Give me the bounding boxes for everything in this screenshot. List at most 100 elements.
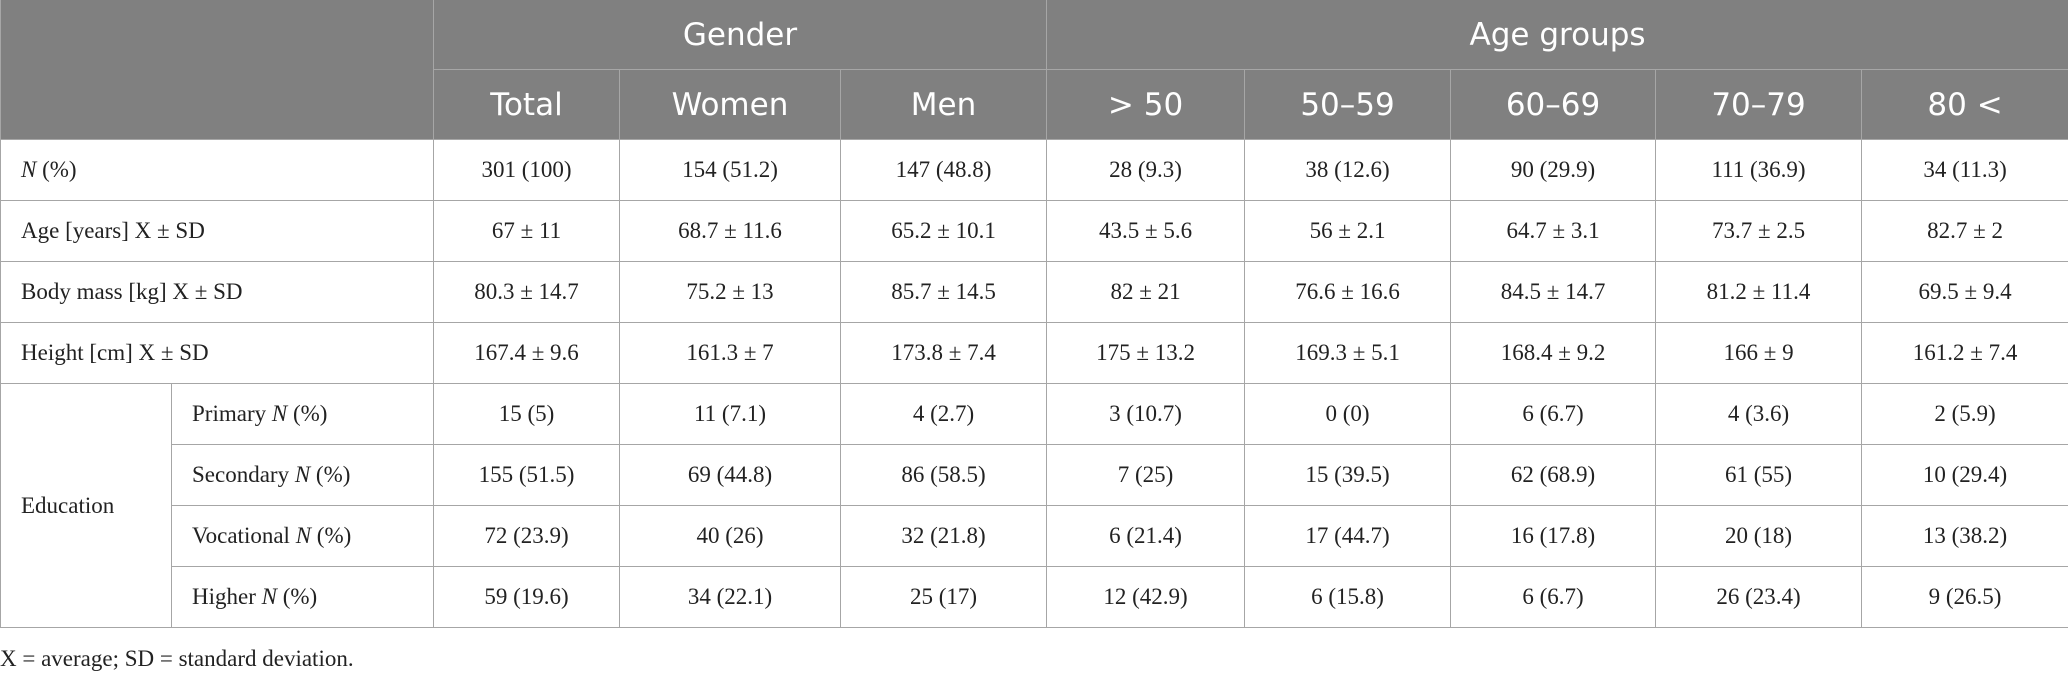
column-header: 70–79 [1655, 69, 1863, 140]
cell: 111 (36.9) [1655, 139, 1863, 201]
label-part: Height [cm] X ± SD [21, 340, 209, 365]
cell: 11 (7.1) [619, 383, 841, 445]
body-row: Vocational N (%) 72 (23.9) 40 (26) 32 (21.8… [1, 505, 2068, 567]
data-table: Gender Age groups Total Women Men > 50 50–59 60… [0, 0, 2068, 628]
label-part: Primary [192, 401, 272, 426]
cell: 34 (11.3) [1861, 139, 2068, 201]
cell: 173.8 ± 7.4 [839, 322, 1048, 384]
table-body: N (%) 301 (100) 154 (51.2) 147 (48.8) 28 (9.… [0, 139, 2068, 628]
cell: 82.7 ± 2 [1861, 200, 2068, 262]
cell: 84.5 ± 14.7 [1450, 261, 1657, 323]
body-row: Height [cm] X ± SD 167.4 ± 9.6 161.3 ± 7 17… [0, 322, 2068, 384]
cell: 38 (12.6) [1244, 139, 1452, 201]
cell: 155 (51.5) [433, 444, 620, 506]
row-label: Secondary N (%) [171, 444, 434, 506]
cell: 6 (6.7) [1450, 566, 1657, 628]
row-label: Primary N (%) [171, 383, 434, 445]
cell: 154 (51.2) [619, 139, 841, 201]
label-part: N [294, 462, 311, 487]
cell: 56 ± 2.1 [1244, 200, 1452, 262]
body-row: Education Primary N (%) 15 (5) 11 (7.1) 4 (2… [0, 383, 2068, 628]
column-header: Total [433, 69, 620, 140]
cell: 167.4 ± 9.6 [433, 322, 620, 384]
body-row: Age [years] X ± SD 67 ± 11 68.7 ± 11.6 65.2… [0, 200, 2068, 262]
cell: 65.2 ± 10.1 [839, 200, 1048, 262]
cell: 13 (38.2) [1861, 505, 2068, 567]
cell: 3 (10.7) [1046, 383, 1246, 445]
cell: 7 (25) [1046, 444, 1246, 506]
label-part: Higher [192, 584, 262, 609]
cell: 67 ± 11 [433, 200, 620, 262]
footnote: X = average; SD = standard deviation. [0, 646, 354, 671]
cell: 301 (100) [433, 139, 620, 201]
cell: 12 (42.9) [1046, 566, 1246, 628]
cell: 15 (39.5) [1244, 444, 1452, 506]
cell: 68.7 ± 11.6 [619, 200, 841, 262]
cell: 80.3 ± 14.7 [433, 261, 620, 323]
table-header: Gender Age groups Total Women Men > 50 50–59 60… [0, 0, 2068, 140]
cell: 76.6 ± 16.6 [1244, 261, 1452, 323]
cell: 75.2 ± 13 [619, 261, 841, 323]
cell: 61 (55) [1655, 444, 1863, 506]
body-row: Body mass [kg] X ± SD 80.3 ± 14.7 75.2 ± 1… [0, 261, 2068, 323]
cell: 26 (23.4) [1655, 566, 1863, 628]
cell: 2 (5.9) [1861, 383, 2068, 445]
label-part: Age [years] X ± SD [21, 218, 205, 243]
cell: 32 (21.8) [839, 505, 1048, 567]
cell: 161.3 ± 7 [619, 322, 841, 384]
cell: 0 (0) [1244, 383, 1452, 445]
label-part: N [261, 584, 277, 609]
column-header: Women [619, 69, 841, 140]
column-header: 60–69 [1450, 69, 1657, 140]
cell: 86 (58.5) [839, 444, 1048, 506]
cell: 17 (44.7) [1244, 505, 1452, 567]
group-label: Education [0, 383, 172, 628]
cell: 90 (29.9) [1450, 139, 1657, 201]
cell: 40 (26) [619, 505, 841, 567]
body-row: N (%) 301 (100) 154 (51.2) 147 (48.8) 28 (9.… [0, 139, 2068, 201]
header-row: Gender Age groups [0, 0, 2068, 140]
cell: 25 (17) [839, 566, 1048, 628]
cell: 168.4 ± 9.2 [1450, 322, 1657, 384]
label-part: (%) [276, 584, 318, 609]
label-part: N [295, 523, 312, 548]
column-header: > 50 [1046, 69, 1246, 140]
cell: 20 (18) [1655, 505, 1863, 567]
group-header: Gender [432, 0, 1048, 70]
group-header: Age groups [1046, 0, 2068, 70]
row-label: Body mass [kg] X ± SD [0, 261, 434, 323]
cell: 69 (44.8) [619, 444, 841, 506]
column-header: Men [839, 69, 1048, 140]
header-row: Total Women Men > 50 50–59 60–69 70–79 80 < [1, 69, 2068, 140]
column-header: 80 < [1861, 69, 2068, 140]
label-part: (%) [287, 401, 328, 426]
label-part: N [21, 157, 37, 182]
body-row: Secondary N (%) 155 (51.5) 69 (44.8) 86 (58… [1, 444, 2068, 506]
cell: 9 (26.5) [1861, 566, 2068, 628]
cell: 6 (6.7) [1450, 383, 1657, 445]
cell: 166 ± 9 [1655, 322, 1863, 384]
corner-cell [0, 0, 434, 140]
label-part: (%) [311, 523, 352, 548]
column-header: 50–59 [1244, 69, 1452, 140]
cell: 4 (2.7) [839, 383, 1048, 445]
cell: 28 (9.3) [1046, 139, 1246, 201]
body-row: Higher N (%) 59 (19.6) 34 (22.1) 25 (17) 12 … [1, 566, 2068, 628]
label-part: Body mass [kg] X ± SD [21, 279, 243, 304]
cell: 147 (48.8) [839, 139, 1048, 201]
cell: 59 (19.6) [433, 566, 620, 628]
label-part: (%) [310, 462, 351, 487]
cell: 64.7 ± 3.1 [1450, 200, 1657, 262]
cell: 161.2 ± 7.4 [1861, 322, 2068, 384]
label-part: Vocational [192, 523, 296, 548]
row-label: Higher N (%) [171, 566, 434, 628]
cell: 85.7 ± 14.5 [839, 261, 1048, 323]
cell: 10 (29.4) [1861, 444, 2068, 506]
row-label: Height [cm] X ± SD [0, 322, 434, 384]
cell: 6 (15.8) [1244, 566, 1452, 628]
cell: 4 (3.6) [1655, 383, 1863, 445]
row-label: N (%) [0, 139, 434, 201]
label-part: (%) [36, 157, 77, 182]
cell: 62 (68.9) [1450, 444, 1657, 506]
